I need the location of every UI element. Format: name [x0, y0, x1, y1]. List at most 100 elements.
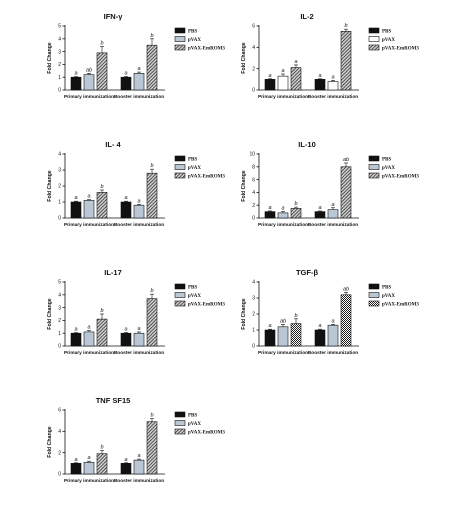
y-tick-label: 4: [58, 37, 61, 43]
significance-letter: a: [87, 325, 90, 331]
significance-letter: a: [87, 455, 90, 461]
significance-letter: b: [100, 184, 103, 190]
y-tick-label: 1: [252, 328, 255, 334]
y-tick-label: 2: [58, 62, 61, 68]
legend-swatch: [174, 420, 186, 426]
y-tick-label: 3: [58, 49, 61, 55]
legend-swatch: [368, 36, 380, 42]
significance-letter: b: [150, 413, 153, 419]
legend-swatch: [174, 300, 186, 307]
category-label: Booster immunization: [308, 350, 358, 356]
category-label: Primary immunization: [258, 222, 308, 228]
significance-letter: b: [344, 23, 347, 29]
bar: [70, 76, 82, 91]
chart-title: IL-17: [104, 268, 122, 277]
legend-entry: pVAX-EmROM3: [188, 174, 225, 179]
significance-letter: b: [294, 313, 297, 319]
legend-entry: pVAX-EmROM3: [382, 46, 419, 51]
y-tick-label: 1: [58, 75, 61, 81]
significance-letter: a: [331, 202, 334, 208]
significance-letter: a: [87, 194, 90, 200]
y-axis-label: Fold Change: [47, 42, 53, 74]
bar: [277, 75, 289, 91]
y-tick-label: 4: [252, 280, 255, 286]
legend-entry: pVAX: [188, 294, 201, 299]
y-tick-label: 3: [252, 296, 255, 302]
category-label: Primary immunization: [64, 350, 114, 356]
bar: [133, 73, 145, 91]
bar: [96, 52, 108, 91]
bar: [277, 326, 289, 347]
significance-letter: a: [124, 457, 127, 463]
legend-entry: pVAX: [382, 294, 395, 299]
chart-title: IFN-γ: [104, 12, 124, 21]
y-tick-label: 3: [58, 305, 61, 311]
bar: [120, 463, 132, 475]
category-label: Booster immunization: [114, 350, 164, 356]
bar: [70, 332, 82, 347]
bar: [264, 79, 276, 91]
legend-entry: pVAX-EmROM3: [382, 302, 419, 307]
y-tick-label: 0: [58, 472, 61, 478]
y-tick-label: 2: [58, 318, 61, 324]
significance-letter: a: [137, 198, 140, 204]
y-tick-label: 8: [252, 165, 255, 171]
significance-letter: a: [137, 453, 140, 459]
significance-letter: ab: [86, 67, 92, 73]
y-tick-label: 0: [58, 344, 61, 350]
y-tick-label: 4: [58, 293, 61, 299]
legend-entry: PBS: [382, 29, 391, 34]
bar: [96, 318, 108, 347]
bar: [83, 331, 95, 347]
significance-letter: a: [124, 71, 127, 77]
y-axis-label: Fold Change: [47, 426, 53, 458]
significance-letter: a: [137, 66, 140, 72]
significance-letter: a: [318, 323, 321, 329]
legend-entry: pVAX: [188, 38, 201, 43]
significance-letter: b: [150, 288, 153, 294]
chart-title: TNF SF15: [96, 396, 131, 405]
significance-letter: a: [268, 323, 271, 329]
y-tick-label: 0: [58, 216, 61, 222]
significance-letter: a: [74, 195, 77, 201]
legend-swatch: [368, 155, 380, 162]
legend-entry: pVAX-EmROM3: [382, 174, 419, 179]
y-tick-label: 3: [58, 168, 61, 174]
bar: [146, 421, 158, 475]
y-tick-label: 2: [58, 184, 61, 190]
y-tick-label: 6: [252, 24, 255, 30]
legend-swatch: [368, 164, 380, 170]
y-tick-label: 2: [252, 312, 255, 318]
chart-title: TGF-β: [296, 268, 318, 277]
significance-letter: b: [294, 201, 297, 207]
bar: [290, 323, 302, 347]
legend-swatch: [174, 27, 186, 34]
y-axis-label: Fold Change: [47, 298, 53, 330]
significance-letter: a: [74, 327, 77, 333]
bar: [277, 212, 289, 219]
legend-entry: pVAX: [382, 38, 395, 43]
legend-swatch: [174, 36, 186, 42]
legend-entry: pVAX-EmROM3: [188, 302, 225, 307]
y-tick-label: 0: [58, 88, 61, 94]
legend-entry: PBS: [382, 157, 391, 162]
significance-letter: ab: [280, 318, 286, 324]
bar: [83, 74, 95, 91]
y-axis-label: Fold Change: [241, 170, 247, 202]
bar: [314, 211, 326, 219]
chart-panel-3: IL- 4 0 1 2 3 4 Fold Change Primary immunizatio…: [47, 140, 225, 228]
chart-panel-4: IL-10 0 2 4 6 8 10 Fold Change Primary immunizat…: [241, 140, 419, 228]
y-tick-label: 2: [252, 203, 255, 209]
legend-entry: PBS: [188, 29, 197, 34]
y-tick-label: 0: [252, 344, 255, 350]
category-label: Primary immunization: [258, 350, 308, 356]
legend-swatch: [174, 428, 186, 435]
legend-swatch: [368, 292, 380, 298]
legend-entry: pVAX: [382, 166, 395, 171]
significance-letter: a: [137, 326, 140, 332]
bar: [314, 329, 326, 347]
significance-letter: b: [100, 445, 103, 451]
significance-letter: b: [150, 33, 153, 39]
chart-title: IL-10: [298, 140, 316, 149]
significance-letter: a: [331, 74, 334, 80]
